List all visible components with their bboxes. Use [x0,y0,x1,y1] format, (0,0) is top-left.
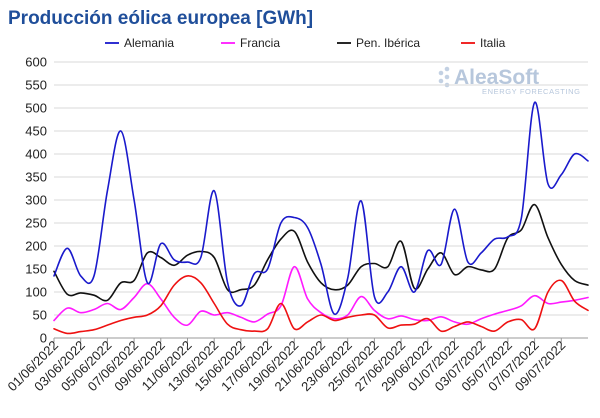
y-tick-label: 100 [25,285,47,300]
x-axis-ticks: 01/06/202203/06/202205/06/202207/06/2022… [4,338,568,395]
legend-label: Francia [240,36,280,50]
aleasoft-logo-icon [438,66,450,88]
legend-label: Alemania [124,36,174,50]
y-tick-label: 50 [33,308,47,323]
watermark-sub: ENERGY FORECASTING [482,87,581,96]
y-tick-label: 300 [25,193,47,208]
watermark-main: AleaSoft [454,66,539,89]
legend-label: Italia [480,36,506,50]
y-tick-label: 150 [25,262,47,277]
y-tick-label: 0 [40,331,47,346]
y-axis-ticks: 0 50 100 150 200 250 300 350 400 450 500 550 600 [25,55,47,346]
grid [54,61,588,339]
y-tick-label: 200 [25,239,47,254]
y-tick-label: 500 [25,101,47,116]
series-line-alemania [53,101,589,315]
y-tick-label: 350 [25,170,47,185]
legend: Alemania Francia Pen. Ibérica Italia [105,36,506,50]
series-lines [53,101,589,335]
legend-label: Pen. Ibérica [356,36,420,50]
series-line-pen-ib-rica [53,203,589,302]
y-tick-label: 600 [25,55,47,70]
y-tick-label: 450 [25,124,47,139]
series-line-francia [53,265,589,327]
y-tick-label: 250 [25,216,47,231]
y-tick-label: 400 [25,147,47,162]
chart-title: Producción eólica europea [GWh] [8,8,313,29]
series-line-italia [53,275,589,335]
y-tick-label: 550 [25,78,47,93]
watermark: AleaSoft ENERGY FORECASTING [438,66,581,96]
